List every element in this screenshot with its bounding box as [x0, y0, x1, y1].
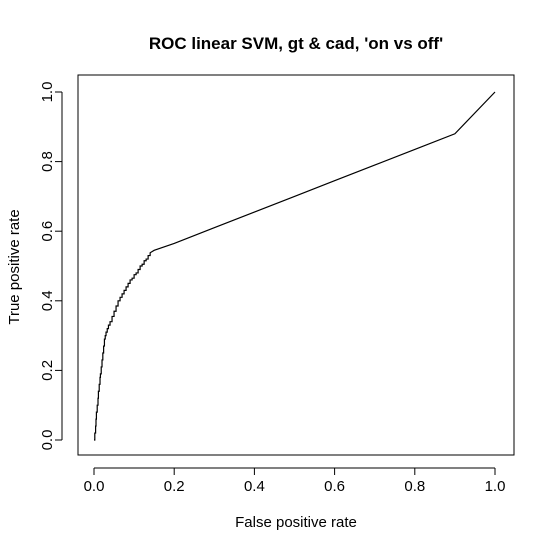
y-tick-label: 0.6 [39, 221, 56, 242]
x-tick-label: 0.2 [164, 478, 185, 495]
roc-curve-line [94, 91, 496, 441]
x-tick-label: 0.4 [244, 478, 265, 495]
y-tick-label: 1.0 [39, 82, 56, 103]
series-layer [94, 91, 496, 441]
x-axis-label: False positive rate [235, 514, 357, 531]
y-axis-label: True positive rate [6, 209, 23, 324]
y-tick-label: 0.4 [39, 290, 56, 311]
x-tick-label: 0.6 [324, 478, 345, 495]
plot-frame [77, 74, 515, 456]
x-tick-label: 0.0 [84, 478, 105, 495]
y-tick-label: 0.0 [39, 430, 56, 451]
x-tick-label: 0.8 [404, 478, 425, 495]
x-tick-label: 1.0 [485, 478, 506, 495]
x-axis: 0.0 0.2 0.4 0.6 0.8 1.0 [84, 467, 506, 495]
y-axis: 0.0 0.2 0.4 0.6 0.8 1.0 [39, 82, 63, 451]
y-tick-label: 0.2 [39, 360, 56, 381]
chart-title: ROC linear SVM, gt & cad, 'on vs off' [149, 34, 443, 53]
y-tick-label: 0.8 [39, 151, 56, 172]
